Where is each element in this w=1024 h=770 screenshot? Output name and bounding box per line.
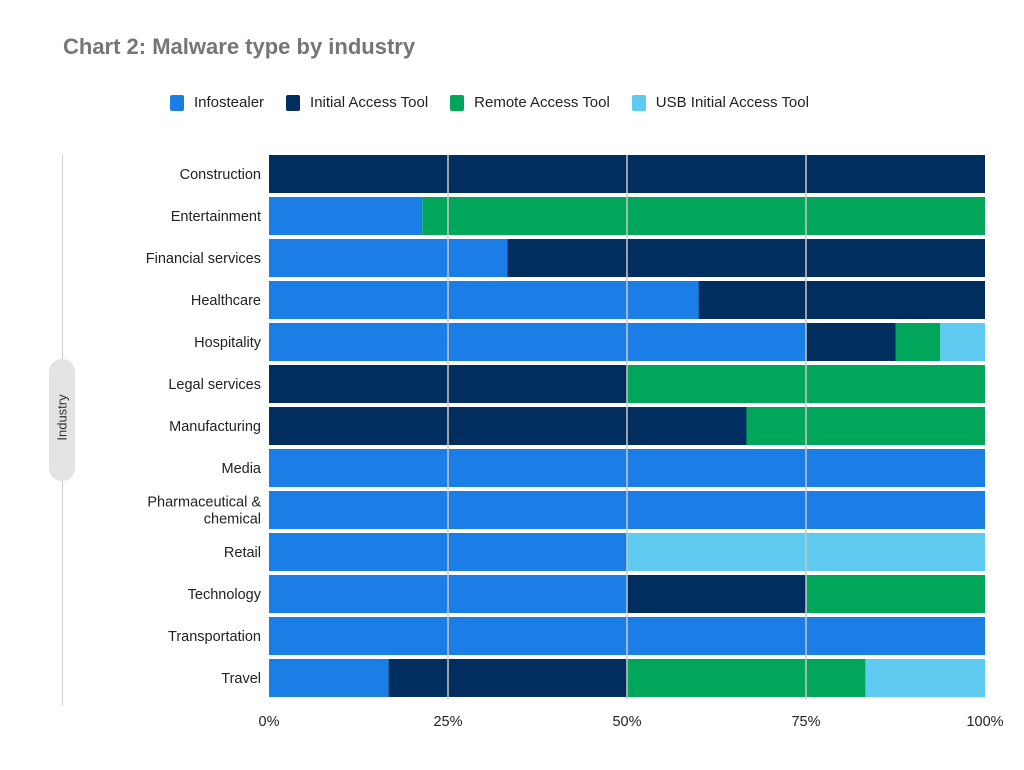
category-label: Retail: [224, 545, 261, 561]
bar-segment: [940, 323, 985, 361]
bar-segment: [388, 659, 627, 697]
bar-segment: [269, 407, 747, 445]
category-label: Healthcare: [191, 293, 261, 309]
y-axis-label: Industry: [54, 394, 70, 441]
legend-swatch: [450, 94, 465, 111]
bar-segment: [269, 281, 699, 319]
bar-segment: [865, 659, 985, 697]
legend-label: Initial Access Tool: [310, 94, 429, 111]
bar-segment: [269, 323, 806, 361]
legend-label: Remote Access Tool: [474, 94, 610, 111]
legend-swatch: [286, 94, 301, 111]
bar-segment: [895, 323, 941, 361]
legend-item: USB Initial Access Tool: [631, 94, 809, 111]
category-label: Manufacturing: [169, 419, 261, 435]
legend-label: Infostealer: [194, 94, 265, 111]
legend-label: USB Initial Access Tool: [655, 94, 809, 111]
bar-segment: [422, 197, 985, 235]
legend-item: Infostealer: [170, 94, 264, 111]
x-tick-label: 75%: [791, 714, 820, 730]
bar-segment: [507, 239, 985, 277]
bar-segment: [746, 407, 985, 445]
category-label: Hospitality: [194, 335, 262, 351]
legend: Infostealer Initial Access Tool Remote Acc…: [170, 94, 809, 111]
category-label: Technology: [188, 587, 262, 603]
bar-segment: [269, 239, 508, 277]
x-tick-label: 25%: [433, 714, 462, 730]
category-label: Pharmaceutical &: [147, 495, 261, 511]
bar-segment: [806, 575, 985, 613]
y-axis-label-pill: [49, 359, 75, 481]
x-tick-label: 100%: [966, 714, 1003, 730]
category-label: Construction: [180, 167, 261, 183]
legend-item: Remote Access Tool: [450, 94, 610, 111]
category-label: Legal services: [168, 377, 261, 393]
bar-segment: [806, 323, 896, 361]
bar-segment: [269, 197, 423, 235]
legend-swatch: [631, 94, 646, 111]
category-label: Entertainment: [171, 209, 261, 225]
chart-title: Chart 2: Malware type by industry: [63, 34, 416, 59]
category-label: Media: [222, 461, 262, 477]
category-label: Travel: [221, 671, 261, 687]
category-label: Transportation: [168, 629, 261, 645]
category-label: Financial services: [146, 251, 261, 267]
x-tick-label: 50%: [612, 714, 641, 730]
bar-segment: [627, 659, 866, 697]
legend-item: Initial Access Tool: [286, 94, 428, 111]
category-label: chemical: [204, 512, 261, 528]
bar-segment: [627, 575, 806, 613]
legend-swatch: [170, 94, 184, 111]
bar-segment: [269, 659, 389, 697]
bar-segment: [698, 281, 985, 319]
x-tick-label: 0%: [259, 714, 280, 730]
